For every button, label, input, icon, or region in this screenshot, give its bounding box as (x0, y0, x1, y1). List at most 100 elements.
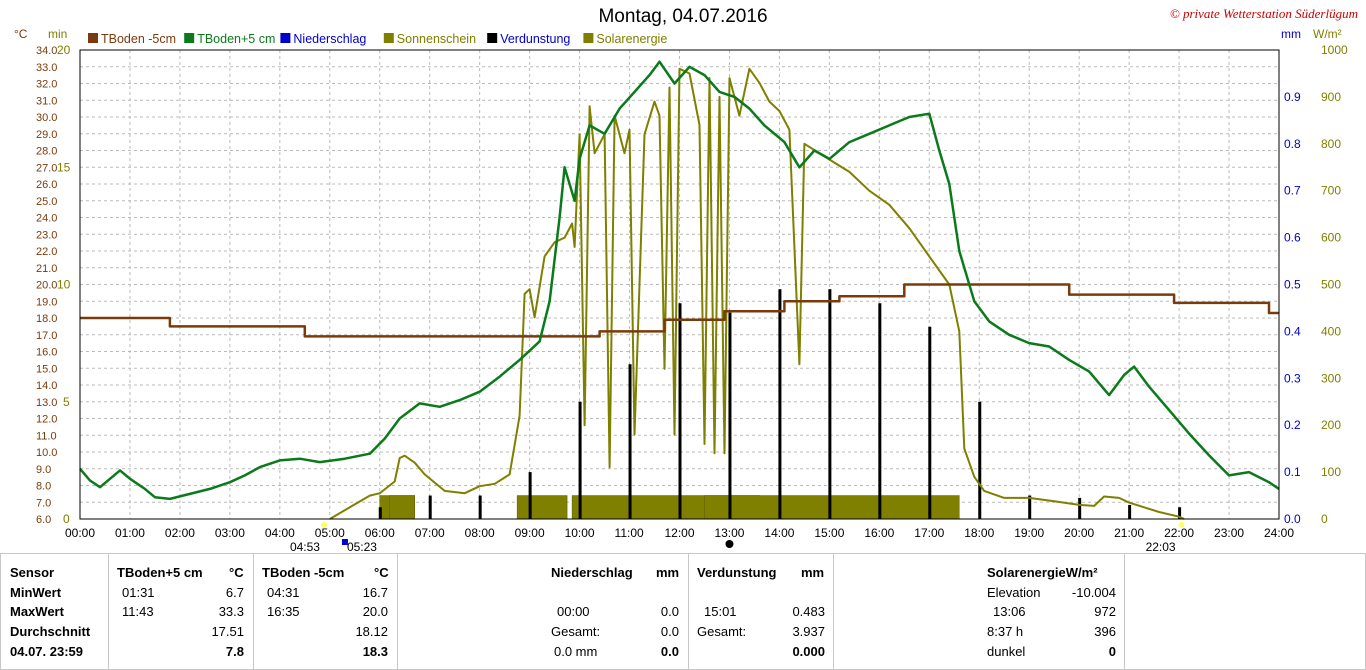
mm-tick-label: 0.3 (1284, 371, 1301, 385)
header-verdunstung-unit: mm (801, 565, 825, 580)
time-tick-label: 06:00 (365, 526, 395, 540)
header-tboden-plus5: TBoden+5 cm (117, 565, 203, 580)
sunshine-bar (389, 495, 415, 520)
legend-label: Niederschlag (293, 32, 366, 46)
legend-label: TBoden -5cm (101, 32, 176, 46)
min-tick-label: 10 (57, 278, 71, 292)
time-tick-label: 02:00 (165, 526, 195, 540)
time-tick-label: 01:00 (115, 526, 145, 540)
temp-tick-label: 20.0 (36, 280, 57, 292)
wm2-tick-label: 900 (1321, 90, 1341, 104)
temp-tick-label: 13.0 (36, 397, 57, 409)
temp-tick-label: 21.0 (36, 263, 57, 275)
time-tick-label: 19:00 (1014, 526, 1044, 540)
tboden-minus5-min-time: 04:31 (267, 585, 300, 600)
time-tick-label: 11:00 (615, 526, 644, 540)
copyright-text: © private Wetterstation Süderlügum (1169, 6, 1358, 21)
niederschlag-current: 0.0 (660, 644, 679, 659)
temp-tick-label: 30.0 (36, 112, 57, 124)
evaporation-bar (628, 364, 632, 519)
temp-tick-label: 23.0 (36, 229, 57, 241)
evaporation-bar (728, 312, 732, 519)
header-solar: SolarenergieW/m² (987, 565, 1098, 580)
evaporation-bar (928, 326, 932, 519)
temp-tick-label: 8.0 (36, 481, 51, 493)
min-tick-label: 5 (63, 395, 70, 409)
temp-tick-label: 29.0 (36, 129, 57, 141)
chart-legend: TBoden -5cm TBoden+5 cm Niederschlag Sonnen… (88, 32, 667, 46)
evaporation-bar (778, 289, 782, 519)
evaporation-bar (1078, 497, 1082, 519)
wm2-unit-label: W/m² (1313, 27, 1342, 41)
tboden-plus5-min-time: 01:31 (122, 585, 155, 600)
evaporation-bar (1178, 507, 1182, 519)
mm-tick-label: 0.6 (1284, 231, 1301, 245)
sunshine-bar (516, 495, 568, 520)
verdunstung-time: 15:01 (704, 604, 737, 619)
temp-tick-label: 19.0 (36, 296, 57, 308)
mm-tick-label: 0.5 (1284, 278, 1301, 292)
tboden-minus5-avg: 18.12 (355, 624, 388, 639)
sunset-marker-icon (1178, 522, 1185, 528)
evaporation-bar (1128, 504, 1132, 519)
tboden-plus5-avg: 17.51 (211, 624, 244, 639)
sunshine-bars (379, 495, 960, 520)
header-tboden-minus5-unit: °C (374, 565, 389, 580)
temp-tick-label: 24.0 (36, 213, 57, 225)
temp-tick-label: 27.0 (36, 162, 57, 174)
header-tboden-minus5: TBoden -5cm (262, 565, 345, 580)
solar-elev-label: Elevation (987, 585, 1041, 600)
niederschlag-total-val: 0.0 (660, 624, 679, 639)
niederschlag-mm-label: 0.0 mm (554, 644, 598, 659)
evaporation-bar (678, 303, 682, 519)
temp-tick-label: 16.0 (36, 347, 57, 359)
solar-noon-marker-icon (725, 540, 734, 548)
plot-frame (79, 49, 1280, 520)
tboden-plus5-max-time: 11:43 (122, 604, 154, 619)
time-tick-label: 05:00 (315, 526, 345, 540)
wm2-tick-label: 300 (1321, 371, 1341, 385)
wm2-tick-label: 400 (1321, 324, 1341, 338)
temp-tick-label: 31.0 (36, 95, 57, 107)
chart-title: Montag, 04.07.2016 (598, 6, 768, 27)
temp-tick-label: 15.0 (36, 363, 57, 375)
min-unit-label: min (48, 27, 67, 41)
tboden-minus5-current: 18.3 (362, 644, 388, 659)
min-tick-label: 20 (57, 43, 71, 57)
time-tick-label: 15:00 (814, 526, 844, 540)
tboden-minus5-min-val: 16.7 (362, 585, 388, 600)
temp-tick-label: 10.0 (36, 447, 57, 459)
min-tick-label: 15 (57, 160, 71, 174)
temp-tick-label: 11.0 (36, 430, 57, 442)
time-tick-label: 16:00 (864, 526, 894, 540)
time-tick-label: 07:00 (415, 526, 445, 540)
row-label-avg: Durchschnitt (10, 624, 91, 639)
time-tick-label: 18:00 (964, 526, 994, 540)
solar-energy-line (329, 67, 1185, 520)
sunshine-bar (704, 495, 960, 520)
mm-unit-label: mm (1281, 27, 1301, 41)
mm-tick-label: 0.9 (1284, 90, 1301, 104)
tboden-plus5-current: 7.8 (225, 644, 244, 659)
temp-unit-label: °C (14, 27, 28, 41)
wm2-tick-label: 200 (1321, 418, 1341, 432)
sunset-time-label: 22:03 (1146, 540, 1176, 553)
temp-tick-label: 25.0 (36, 196, 57, 208)
niederschlag-total-label: Gesamt: (551, 624, 601, 639)
wm2-tick-label: 700 (1321, 184, 1341, 198)
evaporation-bar (1028, 495, 1032, 519)
time-tick-label: 24:00 (1264, 526, 1294, 540)
time-tick-label: 09:00 (515, 526, 545, 540)
time-tick-label: 00:00 (65, 526, 95, 540)
edge-spacer (1357, 50, 1366, 519)
stats-table: Sensor MinWert MaxWert Durchschnitt 04.0… (0, 553, 1366, 670)
legend-swatch (383, 33, 394, 43)
legend-label: Solarenergie (596, 32, 667, 46)
solar-elev-val: -10.004 (1071, 585, 1116, 600)
verdunstung-total-label: Gesamt: (697, 624, 747, 639)
dawn-time-label: 04:53 (290, 540, 320, 553)
evaporation-bar (528, 472, 532, 519)
legend-swatch (280, 33, 291, 43)
solar-max-time: 13:06 (993, 604, 1026, 619)
evaporation-bar (378, 507, 382, 519)
